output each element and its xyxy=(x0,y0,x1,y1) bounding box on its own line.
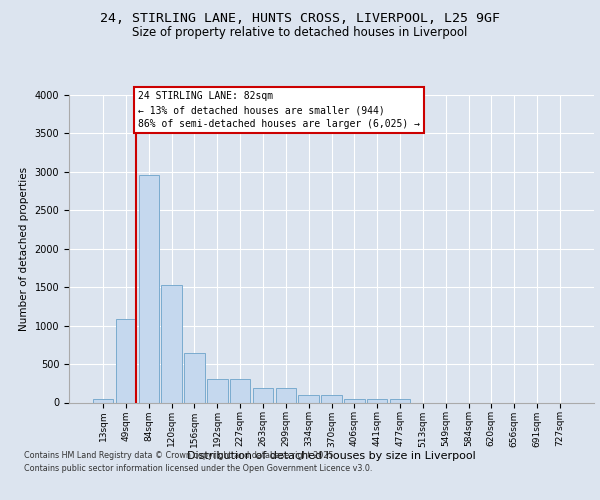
Text: 24 STIRLING LANE: 82sqm
← 13% of detached houses are smaller (944)
86% of semi-d: 24 STIRLING LANE: 82sqm ← 13% of detache… xyxy=(138,91,420,129)
Bar xyxy=(207,378,227,402)
Bar xyxy=(298,395,319,402)
Bar xyxy=(230,378,250,402)
Bar xyxy=(93,398,113,402)
Y-axis label: Number of detached properties: Number of detached properties xyxy=(19,166,29,331)
Text: Contains public sector information licensed under the Open Government Licence v3: Contains public sector information licen… xyxy=(24,464,373,473)
Bar xyxy=(275,388,296,402)
Bar xyxy=(321,395,342,402)
Bar xyxy=(184,352,205,403)
Bar xyxy=(367,398,388,402)
Bar xyxy=(139,175,159,402)
Bar xyxy=(253,388,273,402)
Text: 24, STIRLING LANE, HUNTS CROSS, LIVERPOOL, L25 9GF: 24, STIRLING LANE, HUNTS CROSS, LIVERPOO… xyxy=(100,12,500,26)
Bar xyxy=(116,320,136,402)
Bar xyxy=(344,398,365,402)
Bar xyxy=(161,285,182,403)
X-axis label: Distribution of detached houses by size in Liverpool: Distribution of detached houses by size … xyxy=(187,450,476,460)
Text: Size of property relative to detached houses in Liverpool: Size of property relative to detached ho… xyxy=(133,26,467,39)
Text: Contains HM Land Registry data © Crown copyright and database right 2025.: Contains HM Land Registry data © Crown c… xyxy=(24,451,336,460)
Bar xyxy=(390,400,410,402)
